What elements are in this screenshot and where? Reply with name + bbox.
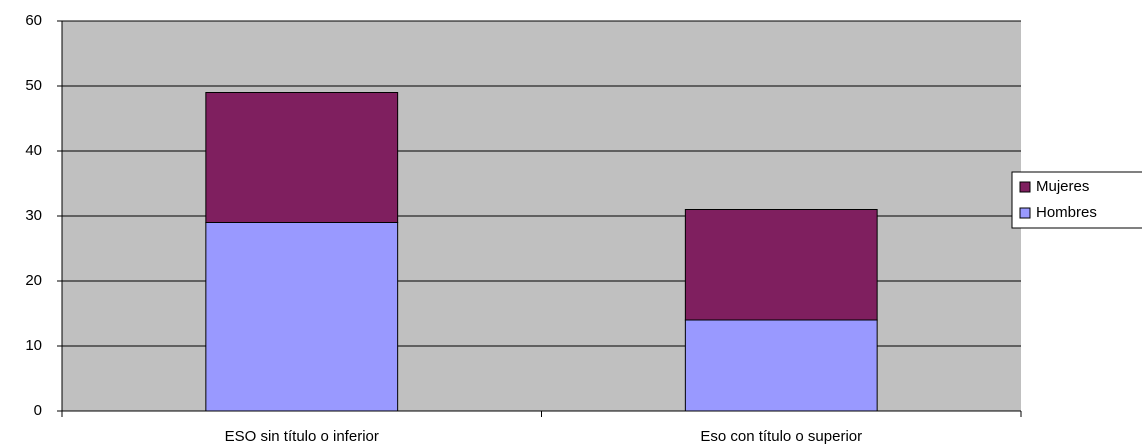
y-tick-label: 50 [25, 77, 42, 94]
y-tick-label: 60 [25, 12, 42, 29]
y-tick-label: 30 [25, 207, 42, 224]
legend-box [1011, 171, 1142, 229]
bar-segment [205, 92, 399, 223]
y-tick-label: 0 [34, 402, 42, 419]
x-tick-label: ESO sin título o inferior [225, 428, 379, 445]
x-tick-label: Eso con título o superior [700, 428, 862, 445]
legend-swatch [1019, 181, 1031, 193]
y-tick-label: 20 [25, 272, 42, 289]
legend-label: Mujeres [1036, 178, 1089, 195]
bar-segment [684, 209, 878, 321]
y-tick-label: 40 [25, 142, 42, 159]
legend-swatch [1019, 207, 1031, 219]
legend-label: Hombres [1036, 204, 1097, 221]
bar-segment [684, 319, 878, 412]
bar-segment [205, 222, 399, 412]
y-tick-label: 10 [25, 337, 42, 354]
